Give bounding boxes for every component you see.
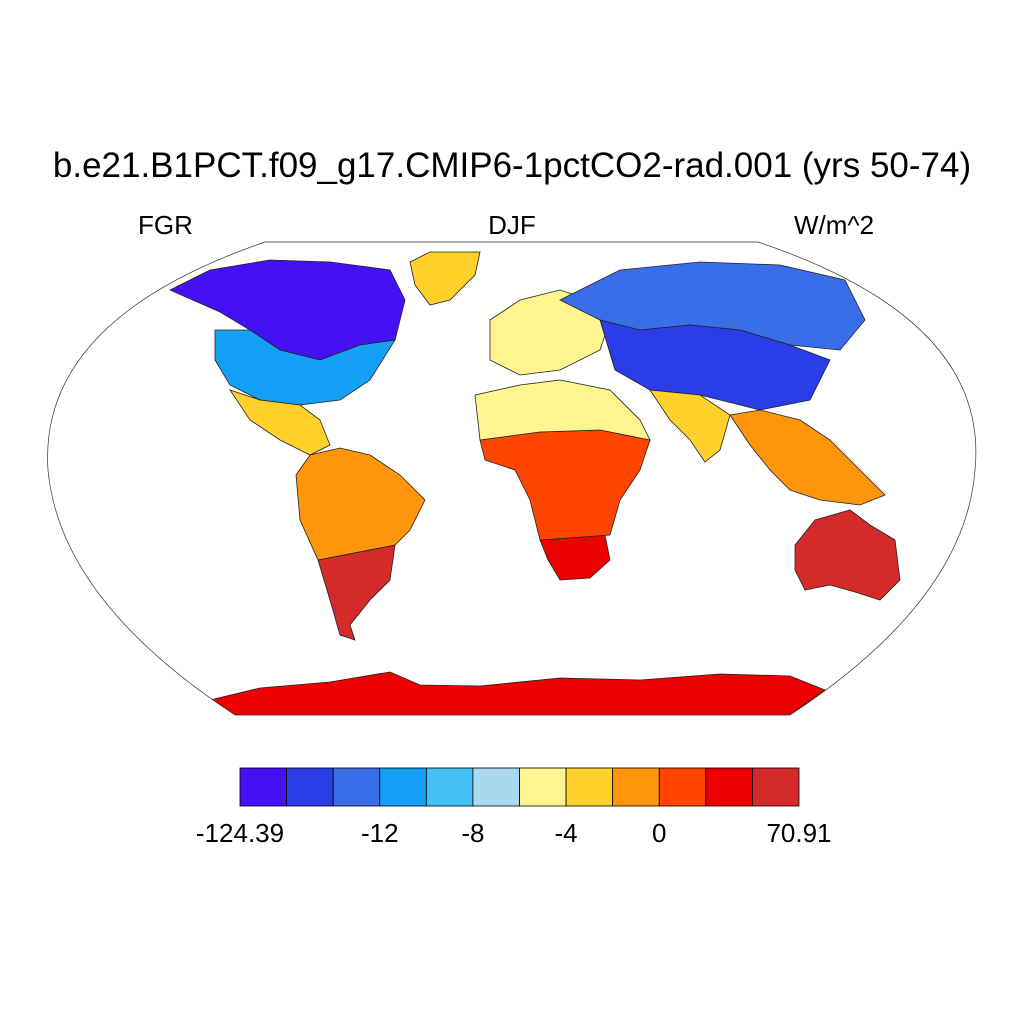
region-greenland: [409, 251, 481, 306]
season-label: DJF: [488, 210, 536, 240]
colorbar-swatch: [286, 767, 334, 807]
colorbar-swatch: [332, 767, 381, 807]
colorbar-swatch: [705, 767, 753, 807]
region-south-america-south: [317, 544, 396, 641]
colorbar-tick-label: 70.91: [766, 818, 831, 848]
region-southeast-asia: [729, 409, 886, 506]
region-india: [649, 389, 731, 463]
colorbar-tick-label: -12: [361, 818, 399, 848]
colorbar-tick-label: -124.39: [196, 818, 284, 848]
colorbar-swatch: [239, 767, 287, 807]
region-united-states: [214, 329, 396, 406]
colorbar-swatch: [565, 767, 614, 807]
region-sahara: [474, 379, 651, 441]
colorbar-swatch: [379, 767, 427, 807]
colorbar-swatch: [612, 767, 660, 807]
region-mexico: [229, 389, 331, 456]
colorbar-tick-label: 0: [652, 818, 666, 848]
variable-label: FGR: [138, 210, 193, 240]
colorbar-swatch: [752, 767, 800, 807]
map-boundary: [47, 241, 977, 716]
colorbar-swatch: [519, 767, 567, 807]
units-label: W/m^2: [794, 210, 875, 240]
colorbar-swatch: [425, 767, 474, 807]
colorbar-tick-label: -8: [461, 818, 484, 848]
colorbar-tick-label: -4: [555, 818, 578, 848]
region-central-asia: [599, 319, 831, 411]
region-australia: [794, 509, 901, 601]
region-south-america-north: [295, 447, 426, 561]
plot-title: b.e21.B1PCT.f09_g17.CMIP6-1pctCO2-rad.00…: [52, 146, 972, 185]
colorbar-swatch: [472, 767, 520, 807]
colorbar-swatch: [658, 767, 707, 807]
